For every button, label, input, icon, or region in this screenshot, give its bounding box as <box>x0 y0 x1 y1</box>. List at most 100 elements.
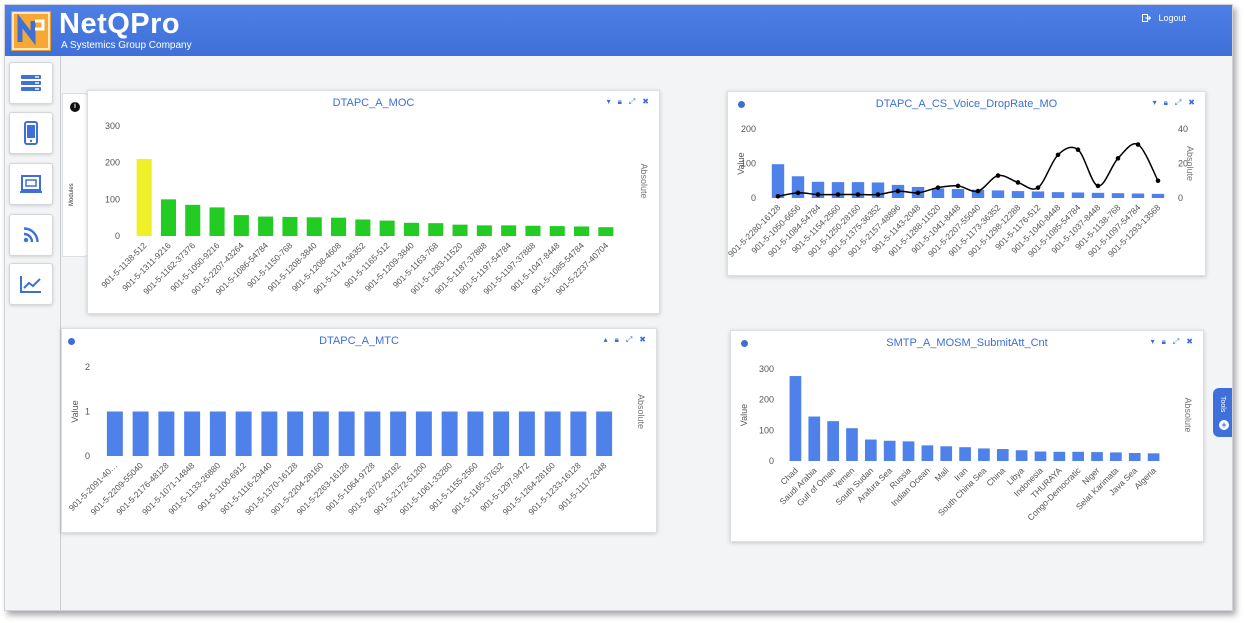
bar <box>306 217 322 236</box>
expand-icon[interactable]: ⤢ <box>625 335 633 344</box>
y2-tick-label: 20 <box>1178 159 1188 169</box>
line-point <box>1115 156 1121 161</box>
bar <box>549 226 565 236</box>
y-tick-label: 200 <box>741 124 756 134</box>
bar <box>379 220 395 236</box>
sidebar-divider <box>60 56 61 610</box>
server-icon <box>21 75 41 91</box>
rss-feed-icon <box>23 227 39 243</box>
lock-icon[interactable]: 🔒︎ <box>1163 98 1168 107</box>
y2-axis-label: Absolute <box>1183 397 1193 432</box>
x-tick-label: Mali <box>933 465 951 483</box>
bar <box>1053 451 1066 461</box>
line-point <box>975 188 981 194</box>
close-icon[interactable]: ✖ <box>639 335 646 344</box>
lock-icon[interactable]: 🔒︎ <box>1161 337 1166 346</box>
tools-tab[interactable]: Tools + <box>1213 388 1232 437</box>
expand-icon[interactable]: ⤢ <box>1174 98 1182 107</box>
bar <box>959 447 971 461</box>
info-icon[interactable] <box>68 338 75 345</box>
bar <box>136 159 152 236</box>
bar <box>501 225 517 236</box>
bar <box>544 411 561 456</box>
line-chart-icon <box>20 276 41 293</box>
bar <box>184 411 201 456</box>
bar <box>1051 192 1065 198</box>
bar <box>525 225 541 236</box>
expand-icon[interactable]: ⤢ <box>628 97 636 106</box>
line-point <box>835 192 841 197</box>
bar <box>355 219 371 236</box>
bar <box>808 416 821 461</box>
info-icon[interactable] <box>738 101 745 108</box>
bar <box>476 225 492 236</box>
bar <box>106 411 123 456</box>
sidebar-item-analytics[interactable] <box>9 263 53 305</box>
panel-title: SMTP_A_MOSM_SubmitAtt_Cnt <box>886 337 1048 349</box>
panel-toolbar: ▾ 🔒︎ ⤢ ✖ <box>1153 98 1195 108</box>
line-point <box>795 190 801 196</box>
bar <box>883 440 896 461</box>
bar <box>1128 453 1141 461</box>
bar <box>1011 191 1025 198</box>
brand-name: NetQPro <box>59 8 181 40</box>
y2-axis-label: Absolute <box>636 394 646 429</box>
bar <box>1071 192 1085 198</box>
chart-panel-dtapc-a-moc: DTAPC_A_MOC ▾ 🔒︎ ⤢ ✖ 0 100 200 300 Absolute 9… <box>87 90 660 314</box>
netqpro-logo-icon[interactable] <box>11 11 51 51</box>
bar <box>287 411 304 456</box>
device-screen-icon <box>20 175 42 193</box>
chevron-down-icon[interactable]: ▾ <box>606 97 611 106</box>
bar <box>364 411 381 456</box>
close-icon[interactable]: ✖ <box>642 97 649 106</box>
y-tick-label: 0 <box>85 451 90 461</box>
line-point <box>935 185 941 190</box>
lock-icon[interactable]: 🔒︎ <box>614 335 619 344</box>
logout-button[interactable]: Logout <box>1142 13 1186 23</box>
panel-toolbar: ▾ 🔒︎ ⤢ ✖ <box>1151 337 1193 347</box>
bar <box>428 223 444 236</box>
bar <box>338 411 355 456</box>
bar <box>160 199 176 236</box>
close-icon[interactable]: ✖ <box>1186 337 1193 346</box>
line-point <box>1015 180 1021 185</box>
chevron-down-icon[interactable]: ▾ <box>1152 98 1157 107</box>
bar <box>1072 451 1085 461</box>
line-point <box>875 192 881 197</box>
chevron-down-icon[interactable]: ▾ <box>1150 337 1155 346</box>
lock-icon[interactable]: 🔒︎ <box>617 97 622 106</box>
chart-panel-dtapc-a-cs-voice-droprate-mo: DTAPC_A_CS_Voice_DropRate_MO ▾ 🔒︎ ⤢ ✖ 0 1… <box>727 91 1206 276</box>
y-axis-label: Value <box>739 404 749 426</box>
bar <box>209 411 226 456</box>
line-point <box>855 192 861 197</box>
bar <box>261 411 278 456</box>
bar <box>390 411 407 456</box>
close-icon[interactable]: ✖ <box>1188 98 1195 107</box>
x-tick-label: 901-5-1117-2048 <box>556 460 608 512</box>
y-tick-label: 0 <box>769 456 774 466</box>
info-icon[interactable] <box>741 340 748 347</box>
plus-icon[interactable]: + <box>1219 420 1229 430</box>
y-tick-label: 0 <box>751 193 756 203</box>
modules-tab[interactable]: i Modules <box>62 93 90 257</box>
x-tick-label: China <box>984 465 1007 488</box>
panel-title: DTAPC_A_MTC <box>319 335 399 347</box>
panel-toolbar: ▾ 🔒︎ ⤢ ✖ <box>607 97 649 107</box>
sidebar-item-mobile[interactable] <box>9 112 53 154</box>
y2-axis-label: Absolute <box>1185 146 1195 181</box>
sidebar-item-servers[interactable] <box>9 62 53 104</box>
bar <box>1034 451 1047 461</box>
info-icon[interactable]: i <box>70 102 80 112</box>
sidebar-item-devices[interactable] <box>9 163 53 205</box>
sidebar-item-feed[interactable] <box>9 214 53 256</box>
bar <box>978 448 990 461</box>
chevron-up-icon[interactable]: ▴ <box>603 335 608 344</box>
bar <box>185 204 201 236</box>
line-point <box>1135 142 1141 147</box>
bar <box>771 164 785 198</box>
bar <box>1015 450 1028 461</box>
expand-icon[interactable]: ⤢ <box>1172 337 1180 346</box>
bar <box>331 217 347 236</box>
